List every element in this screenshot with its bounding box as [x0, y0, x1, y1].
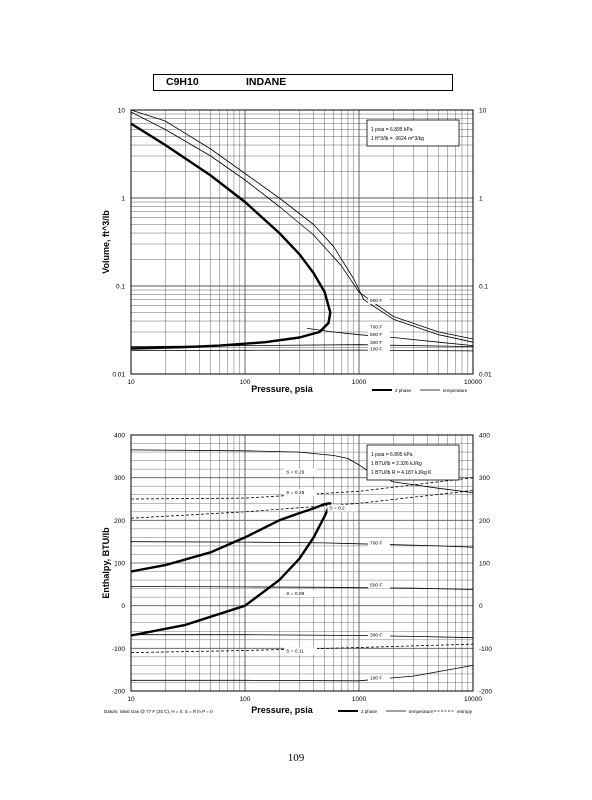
curve-label: 300 F	[370, 632, 382, 638]
curve-label-bg	[368, 338, 391, 346]
plot-frame	[130, 109, 474, 375]
y-tick-label-left: 0.1	[116, 284, 125, 291]
curve-label: 100 F	[370, 675, 382, 681]
series-line-isotherm-e	[130, 349, 474, 352]
x-tick-label: 100	[240, 379, 251, 386]
y-tick-label-right: 200	[479, 518, 490, 525]
series-line-2-phase	[130, 122, 332, 350]
y-tick-label-right: 300	[479, 475, 490, 482]
y-tick-label-left: 1	[121, 196, 125, 203]
curve-label: 900 F	[370, 298, 382, 304]
y-axis-label: Enthalpy, BTU/lb	[101, 527, 111, 599]
curve-label: 500 F	[370, 582, 382, 588]
curve-label: S = 0.29	[286, 490, 304, 496]
conversion-text: 1 ft^3/lb = .0624 m^3/kg	[371, 136, 424, 142]
legend-label: temperature	[409, 709, 434, 714]
y-tick-label-left: 100	[114, 561, 125, 568]
series-line-entropy-b	[130, 490, 474, 519]
conversion-text: 1 psia = 6.895 kPa	[371, 452, 413, 458]
x-tick-label: 10000	[464, 696, 482, 703]
y-axis-label: Volume, ft^3/lb	[101, 210, 111, 274]
series-line-500-f	[130, 586, 474, 590]
curve-label: S = 0.29	[286, 469, 304, 475]
y-tick-label-left: 10	[118, 108, 126, 115]
curve-label-bg	[368, 674, 391, 682]
plot-frame	[130, 434, 474, 692]
legend-label: temperature	[443, 388, 468, 393]
x-tick-label: 1000	[352, 379, 367, 386]
legend-label: 2 phase	[395, 388, 412, 393]
curve-label: S = 0.2	[329, 506, 345, 512]
curve-label: 500 F	[370, 332, 382, 338]
chart-footnote: Datum: Ideal Gas @ 77 F (25 C), H = 0, S…	[104, 709, 213, 714]
conversion-text: 1 psia = 6.895 kPa	[371, 127, 413, 133]
y-tick-label-right: 1	[479, 196, 483, 203]
curve-label-bg	[368, 296, 391, 304]
y-tick-label-right: 0.1	[479, 284, 488, 291]
y-tick-label-left: 200	[114, 518, 125, 525]
curve-label: S = 0.09	[286, 591, 304, 597]
curve-label-bg	[368, 331, 391, 339]
curve-label: 700 F	[370, 324, 382, 330]
x-tick-label: 10	[127, 696, 135, 703]
x-axis-label: Pressure, psia	[251, 384, 314, 394]
y-tick-label-right: -100	[479, 646, 492, 653]
curve-label-bg	[284, 590, 318, 597]
conversion-box	[366, 444, 460, 481]
legend-label: 2 phase	[361, 709, 378, 714]
x-axis-label: Pressure, psia	[251, 705, 314, 715]
conversion-text: 1 BTU/lb = 2.326 kJ/kg	[371, 461, 422, 467]
page-number: 109	[287, 752, 305, 764]
series-line-isotherm-b	[130, 109, 474, 343]
series-line-2-phase	[130, 502, 332, 637]
conversion-box	[366, 119, 460, 147]
curve-label: 300 F	[370, 340, 382, 346]
curve-label-bg	[368, 345, 391, 353]
curve-label-bg	[368, 581, 391, 589]
y-tick-label-left: -100	[112, 646, 125, 653]
series-line-900-f	[130, 449, 474, 493]
series-line-isotherm-d	[130, 344, 474, 347]
x-tick-label: 100	[240, 696, 251, 703]
y-tick-label-right: 0.01	[479, 372, 492, 379]
curve-label: 100 F	[370, 346, 382, 352]
y-tick-label-left: 0.01	[112, 372, 125, 379]
x-tick-label: 10	[127, 379, 135, 386]
compound-formula: C9H10	[166, 76, 199, 88]
y-tick-label-left: 400	[114, 433, 125, 440]
curve-label-bg	[368, 323, 391, 331]
y-tick-label-left: 300	[114, 475, 125, 482]
series-line-100-f	[131, 665, 474, 682]
legend-label: entropy	[457, 709, 473, 714]
y-tick-label-right: 400	[479, 433, 490, 440]
y-tick-label-right: 100	[479, 561, 490, 568]
curve-label: S = 0.11	[286, 649, 304, 655]
curve-label-bg	[284, 647, 318, 655]
compound-name: INDANE	[246, 76, 287, 88]
series-line-isotherm-a	[130, 111, 474, 340]
conversion-text: 1 BTU/lb R = 4.187 kJ/kg K	[371, 470, 432, 476]
x-tick-label: 1000	[352, 696, 367, 703]
y-tick-label-right: 0	[479, 603, 483, 610]
curve-label-bg	[368, 631, 391, 639]
y-tick-label-left: -200	[112, 689, 125, 696]
x-tick-label: 10000	[464, 379, 482, 386]
curve-label-bg	[327, 504, 357, 512]
y-tick-label-right: 10	[479, 108, 487, 115]
y-tick-label-right: -200	[479, 689, 492, 696]
curve-label: 700 F	[370, 541, 382, 547]
chart-title-box: C9H10 INDANE	[153, 74, 453, 91]
y-tick-label-left: 0	[121, 603, 125, 610]
curve-label-bg	[284, 488, 318, 496]
curve-label-bg	[284, 468, 318, 476]
series-line-300-f	[131, 634, 474, 639]
series-line-700-f	[130, 541, 474, 548]
curve-label-bg	[368, 539, 391, 547]
